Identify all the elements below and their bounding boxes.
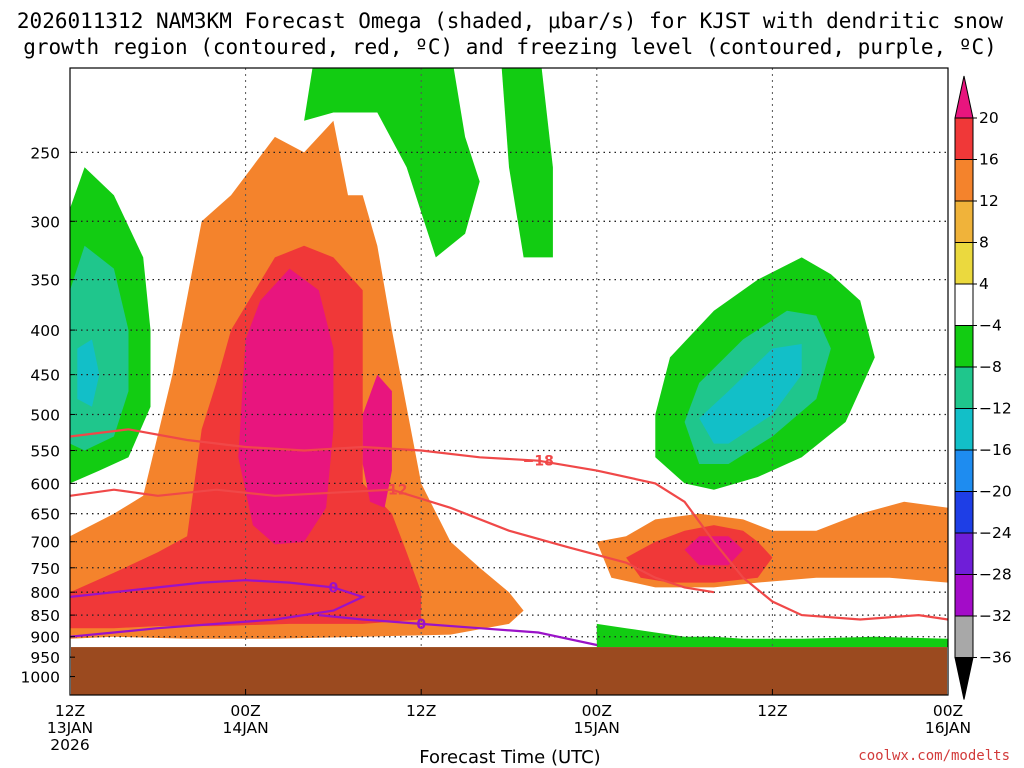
x-tick-label-12-0: 00Z [230, 702, 260, 720]
chart-title-line-2: growth region (contoured, red, ºC) and f… [23, 35, 997, 59]
y-tick-label-550: 550 [30, 443, 60, 461]
colorbar-label-20: 20 [979, 109, 999, 127]
y-tick-label-500: 500 [30, 406, 60, 424]
omega-shading [70, 68, 948, 648]
y-tick-label-800: 800 [30, 584, 60, 602]
contour-label-m12-1: −12 [376, 483, 407, 499]
colorbar-label-m32: −32 [979, 607, 1012, 625]
y-tick-label-350: 350 [30, 272, 60, 290]
y-tick-label-750: 750 [30, 560, 60, 578]
y-tick-label-650: 650 [30, 506, 60, 524]
colorbar-legend: 20 16 12 8 4 −4 −8 −12 −16 −20 −24 −28 −32 −36 [954, 75, 1012, 700]
colorbar-label-m36: −36 [979, 649, 1012, 667]
omega-region-magenta-secondary [362, 374, 392, 508]
contour-line-m18-0 [70, 428, 948, 621]
y-tick-label-600: 600 [30, 475, 60, 493]
y-tick-label-850: 850 [30, 607, 60, 625]
chart-title-line-1: 2026011312 NAM3KM Forecast Omega (shaded… [17, 9, 1004, 33]
omega-region-cyan-west [77, 339, 100, 407]
omega-region-green-top [304, 68, 480, 258]
colorbar-label-12: 12 [979, 192, 999, 210]
colorbar-swatch-8 [954, 408, 974, 451]
ground-layer [71, 647, 947, 695]
y-axis: 250 300 350 400 450 500 550 600 650 700 750 800 850 9… [21, 144, 75, 687]
contour-line-m12-1 [70, 488, 715, 594]
x-tick-label-60-0: 00Z [933, 702, 963, 720]
y-tick-label-950: 950 [30, 649, 60, 667]
x-tick-label-0-1: 13JAN [47, 719, 93, 737]
omega-region-magenta-core [238, 268, 334, 545]
colorbar-label-4: 4 [979, 275, 989, 293]
colorbar-bottom-arrow [954, 657, 974, 700]
x-tick-label-36-0: 00Z [582, 702, 612, 720]
contour-line-0-2 [70, 579, 366, 638]
colorbar-label-8: 8 [979, 234, 989, 252]
colorbar-label-m20: −20 [979, 483, 1012, 501]
colorbar-swatch-5 [954, 283, 974, 326]
colorbar-label-m12: −12 [979, 400, 1012, 418]
x-tick-label-12-1: 14JAN [222, 719, 268, 737]
contour-label-0-3: 0 [416, 617, 426, 633]
x-tick-label-48-0: 12Z [757, 702, 787, 720]
plot-frame [69, 67, 949, 696]
x-tick-label-60-1: 16JAN [925, 719, 971, 737]
colorbar-label-m28: −28 [979, 566, 1012, 584]
colorbar-swatch-10 [954, 491, 974, 534]
omega-region-green-bottom [596, 623, 948, 648]
y-tick-label-300: 300 [30, 213, 60, 231]
contour-line-0-3 [318, 614, 598, 647]
colorbar-swatch-9 [954, 449, 974, 492]
credit-text: coolwx.com/modelts [858, 748, 1010, 764]
ground-below-surface [71, 647, 947, 695]
colorbar-swatch-4 [954, 242, 974, 285]
colorbar-swatch-11 [954, 532, 974, 575]
colorbar-swatch-1 [954, 117, 974, 160]
contour-label-m18-0: −18 [523, 454, 554, 470]
omega-region-cyan-east [699, 344, 802, 444]
colorbar-swatch-7 [954, 366, 974, 409]
colorbar-top-arrow [954, 75, 974, 119]
colorbar-swatch-6 [954, 325, 974, 368]
x-tick-label-0-0: 12Z [55, 702, 85, 720]
x-tick-label-24-0: 12Z [406, 702, 436, 720]
y-tick-label-450: 450 [30, 367, 60, 385]
colorbar-swatch-12 [954, 574, 974, 617]
x-tick-label-36-1: 15JAN [574, 719, 620, 737]
x-tick-label-0-2: 2026 [50, 736, 89, 754]
colorbar-label-16: 16 [979, 151, 999, 169]
contour-label-0-2: 0 [329, 580, 339, 596]
colorbar-label-m16: −16 [979, 441, 1012, 459]
colorbar-swatch-13 [954, 615, 974, 658]
y-tick-label-250: 250 [30, 144, 60, 162]
colorbar-swatch-2 [954, 159, 974, 202]
y-tick-label-1000: 1000 [21, 669, 60, 687]
contour-lines: −18 −12 0 0 [70, 428, 948, 647]
y-tick-label-900: 900 [30, 629, 60, 647]
omega-region-green-right [501, 68, 553, 258]
colorbar-label-m8: −8 [979, 358, 1002, 376]
colorbar-label-m24: −24 [979, 524, 1012, 542]
y-tick-label-700: 700 [30, 534, 60, 552]
plot-area: −18 −12 0 0 [69, 67, 949, 696]
y-tick-label-400: 400 [30, 322, 60, 340]
x-axis-label: Forecast Time (UTC) [419, 747, 600, 768]
colorbar-label-m4: −4 [979, 317, 1002, 335]
colorbar-swatch-3 [954, 200, 974, 243]
